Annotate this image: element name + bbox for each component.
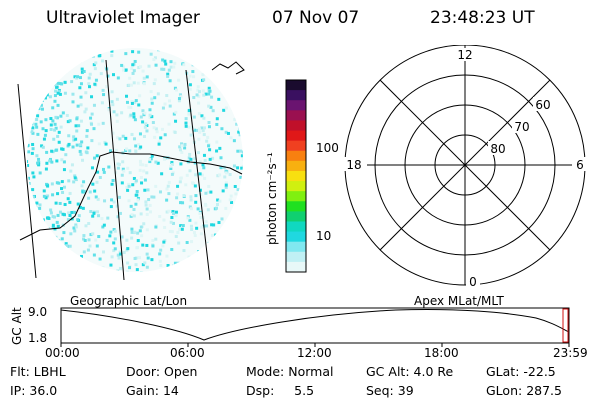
lat-label-70: 70 [514, 120, 529, 134]
coastline-fragment [211, 61, 245, 75]
x-tick-00: 00:00 [45, 346, 80, 360]
timeline-y-tick-max: 9.0 [28, 305, 48, 319]
instrument-title: Ultraviolet Imager [46, 8, 200, 28]
colorbar-cell [286, 80, 306, 91]
info-flt: Flt: LBHL [10, 364, 66, 379]
mlt-label-18: 18 [346, 158, 361, 172]
colorbar-cell [286, 191, 306, 202]
colorbar-cell [286, 181, 306, 192]
mlt-label-0: 0 [469, 275, 477, 289]
colorbar-cell [286, 201, 306, 212]
colorbar-cell [286, 90, 306, 101]
current-time-marker [562, 308, 569, 343]
info-dsp: Dsp: 5.5 [246, 383, 315, 398]
info-glon: GLon: 287.5 [486, 383, 562, 398]
info-mode: Mode: Normal [246, 364, 334, 379]
colorbar-label: photon cm⁻²s⁻¹ [265, 152, 279, 245]
info-gc-alt: GC Alt: 4.0 Re [366, 364, 454, 379]
colorbar-cell [286, 241, 306, 253]
time-label: 23:48:23 UT [430, 8, 535, 28]
polar-plot: 12 18 6 0 60 70 80 [343, 45, 586, 289]
info-glat: GLat: -22.5 [486, 364, 556, 379]
geographic-image [17, 48, 245, 281]
altitude-curve [60, 308, 570, 341]
timeline-y-title: GC Alt [10, 307, 24, 345]
colorbar-cell [286, 261, 306, 273]
colorbar-cell [286, 231, 306, 243]
x-tick-06: 06:00 [170, 346, 205, 360]
date-label: 07 Nov 07 [272, 8, 360, 28]
timeline-y-tick-min: 1.8 [28, 331, 48, 345]
uv-emission-map [27, 48, 243, 272]
info-gain: Gain: 14 [126, 383, 179, 398]
colorbar-cell [286, 170, 306, 182]
lat-label-80: 80 [490, 142, 505, 156]
info-seq: Seq: 39 [366, 383, 414, 398]
colorbar-cell [286, 130, 306, 142]
x-tick-2359: 23:59 [553, 346, 588, 360]
info-ip: IP: 36.0 [10, 383, 58, 398]
colorbar-cell [286, 150, 306, 162]
colorbar-cell [286, 211, 306, 222]
coastline [19, 151, 243, 241]
colorbar-cell [286, 251, 306, 263]
colorbar-cell [286, 221, 306, 233]
colorbar-cell [286, 100, 306, 111]
info-door: Door: Open [126, 364, 198, 379]
colorbar-cell [286, 160, 306, 172]
timeline-left-label: Geographic Lat/Lon [70, 294, 188, 308]
colorbar-tick-10: 10 [316, 229, 332, 243]
mlt-label-6: 6 [576, 158, 584, 172]
altitude-timeline [60, 307, 570, 347]
colorbar-cell [286, 110, 306, 121]
mlt-label-12: 12 [457, 48, 472, 62]
colorbar-cell [286, 140, 306, 152]
x-tick-18: 18:00 [424, 346, 459, 360]
meridian-line [17, 83, 37, 279]
lat-label-60: 60 [535, 98, 550, 112]
meridian-line [185, 69, 211, 281]
colorbar [285, 79, 307, 273]
colorbar-cell [286, 120, 306, 132]
meridian-line [105, 59, 125, 281]
x-tick-12: 12:00 [297, 346, 332, 360]
colorbar-tick-100: 100 [316, 141, 339, 155]
timeline-right-label: Apex MLat/MLT [414, 294, 504, 308]
